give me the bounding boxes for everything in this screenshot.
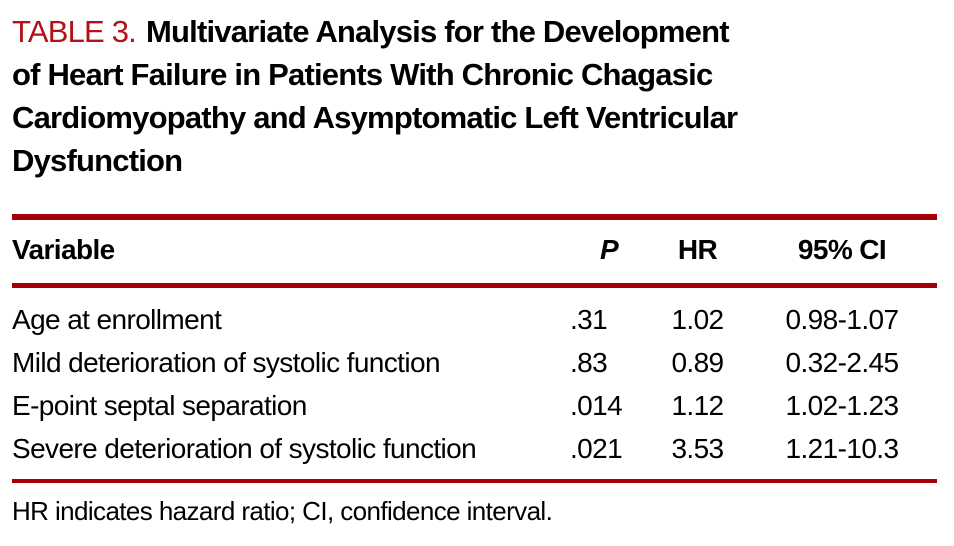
cell-hr: 1.12 — [671, 390, 724, 421]
table-title-line-1: TABLE 3. Multivariate Analysis for the De… — [12, 10, 937, 53]
cell-p-value: .31 — [570, 304, 608, 335]
table-title-line-4: Dysfunction — [12, 143, 183, 178]
column-header-p-value: P — [570, 217, 648, 288]
multivariate-analysis-table: Variable P HR 95% CI Age at enrollment .… — [12, 214, 937, 483]
column-header-hr: HR — [648, 217, 747, 288]
cell-p-value: .021 — [570, 433, 623, 464]
cell-ci: 0.98-1.07 — [785, 304, 900, 335]
cell-p-value: .83 — [570, 347, 608, 378]
cell-variable: Age at enrollment — [12, 304, 222, 335]
cell-p-value: .014 — [570, 390, 623, 421]
cell-variable: Severe deterioration of systolic functio… — [12, 433, 477, 464]
table-title-text: Multivariate Analysis for the Developmen… — [145, 14, 730, 49]
cell-ci: 0.32-2.45 — [785, 347, 900, 378]
column-header-variable: Variable — [12, 217, 570, 288]
paper-table-figure: TABLE 3. Multivariate Analysis for the De… — [12, 10, 937, 526]
table-header: Variable P HR 95% CI — [12, 217, 937, 288]
header-row: Variable P HR 95% CI — [12, 217, 937, 288]
cell-variable: Mild deterioration of systolic function — [12, 347, 441, 378]
table-row: Mild deterioration of systolic function … — [12, 341, 937, 384]
cell-hr: 1.02 — [671, 304, 724, 335]
table-title-line-3: Cardiomyopathy and Asymptomatic Left Ven… — [12, 100, 738, 135]
table-body: Age at enrollment .31 1.02 0.98-1.07 Mil… — [12, 286, 937, 482]
table-row: E-point septal separation .014 1.12 1.02… — [12, 384, 937, 427]
table-row: Age at enrollment .31 1.02 0.98-1.07 — [12, 286, 937, 342]
table-title-line-2: of Heart Failure in Patients With Chroni… — [12, 57, 713, 92]
cell-variable: E-point septal separation — [12, 390, 307, 421]
table-footnote: HR indicates hazard ratio; CI, confidenc… — [12, 496, 553, 526]
cell-ci: 1.02-1.23 — [785, 390, 900, 421]
cell-ci: 1.21-10.3 — [785, 433, 900, 464]
column-header-ci: 95% CI — [747, 217, 937, 288]
table-row: Severe deterioration of systolic functio… — [12, 427, 937, 481]
cell-hr: 0.89 — [671, 347, 724, 378]
table-number-label: TABLE 3. — [12, 14, 137, 49]
table-title: TABLE 3. Multivariate Analysis for the De… — [12, 10, 937, 182]
cell-hr: 3.53 — [671, 433, 724, 464]
